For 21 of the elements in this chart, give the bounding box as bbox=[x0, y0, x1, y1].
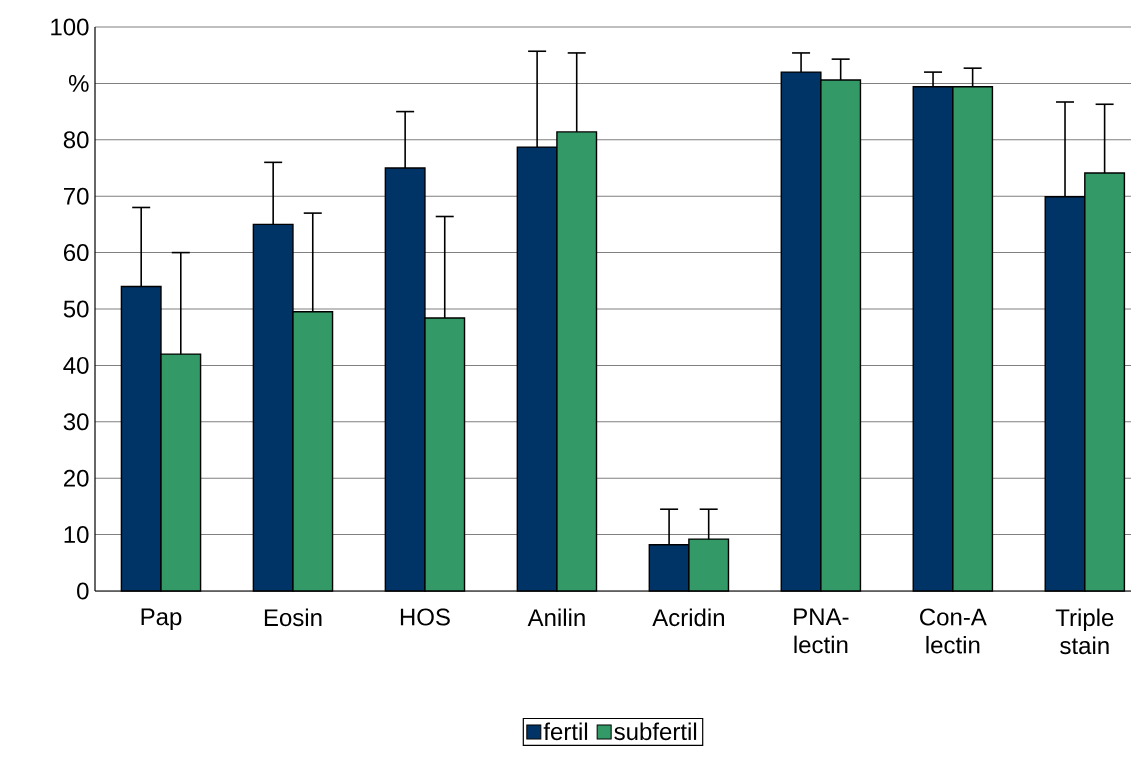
y-tick-label: 60 bbox=[64, 244, 89, 262]
y-tick-label: % bbox=[68, 74, 89, 92]
x-tick-label: Pap bbox=[141, 608, 182, 631]
y-tick-label: 40 bbox=[63, 356, 89, 374]
legend-label: fertil bbox=[543, 722, 588, 741]
x-tick-label: Triple stain bbox=[1055, 608, 1114, 655]
legend-label: subfertil bbox=[614, 722, 697, 741]
y-tick-label: 30 bbox=[63, 413, 89, 431]
x-tick-label: Eosin bbox=[264, 608, 322, 627]
x-tick-label: Con-A lectin bbox=[920, 608, 987, 654]
y-tick-label: 10 bbox=[64, 526, 89, 544]
y-tick-label: 20 bbox=[63, 469, 89, 487]
y-tick-label: 80 bbox=[63, 131, 89, 149]
x-tick-label: HOS bbox=[400, 608, 450, 626]
x-tick-label: PNA-lectin bbox=[794, 608, 849, 654]
x-tick-label: Anilin bbox=[527, 608, 585, 626]
y-tick-label: 70 bbox=[64, 187, 89, 205]
x-tick-label: Acridin bbox=[652, 608, 724, 627]
y-tick-label: 0 bbox=[77, 582, 89, 600]
y-tick-label: 100 bbox=[51, 18, 89, 36]
y-tick-label: 50 bbox=[63, 300, 89, 318]
